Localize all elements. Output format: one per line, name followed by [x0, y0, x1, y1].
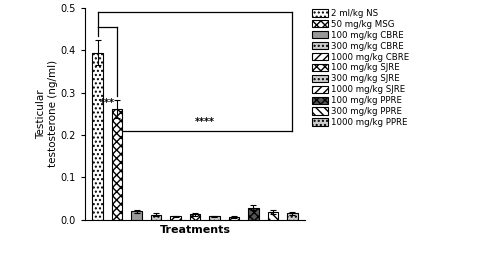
Text: ****: ****	[194, 117, 214, 128]
Bar	[170, 216, 181, 220]
Bar	[209, 216, 220, 220]
Bar	[92, 53, 103, 220]
Bar	[287, 213, 298, 220]
Bar	[150, 215, 162, 220]
Bar	[112, 109, 122, 220]
Bar	[190, 214, 200, 220]
Bar	[248, 208, 259, 220]
Bar	[228, 217, 239, 220]
Legend: 2 ml/kg NS, 50 mg/kg MSG, 100 mg/kg CBRE, 300 mg/kg CBRE, 1000 mg/kg CBRE, 100 m: 2 ml/kg NS, 50 mg/kg MSG, 100 mg/kg CBRE…	[312, 8, 410, 128]
Bar	[131, 211, 142, 220]
Bar	[268, 212, 278, 220]
X-axis label: Treatments: Treatments	[160, 225, 230, 235]
Text: ***: ***	[100, 98, 115, 108]
Y-axis label: Testicular
testosterone (ng/ml): Testicular testosterone (ng/ml)	[36, 60, 58, 168]
